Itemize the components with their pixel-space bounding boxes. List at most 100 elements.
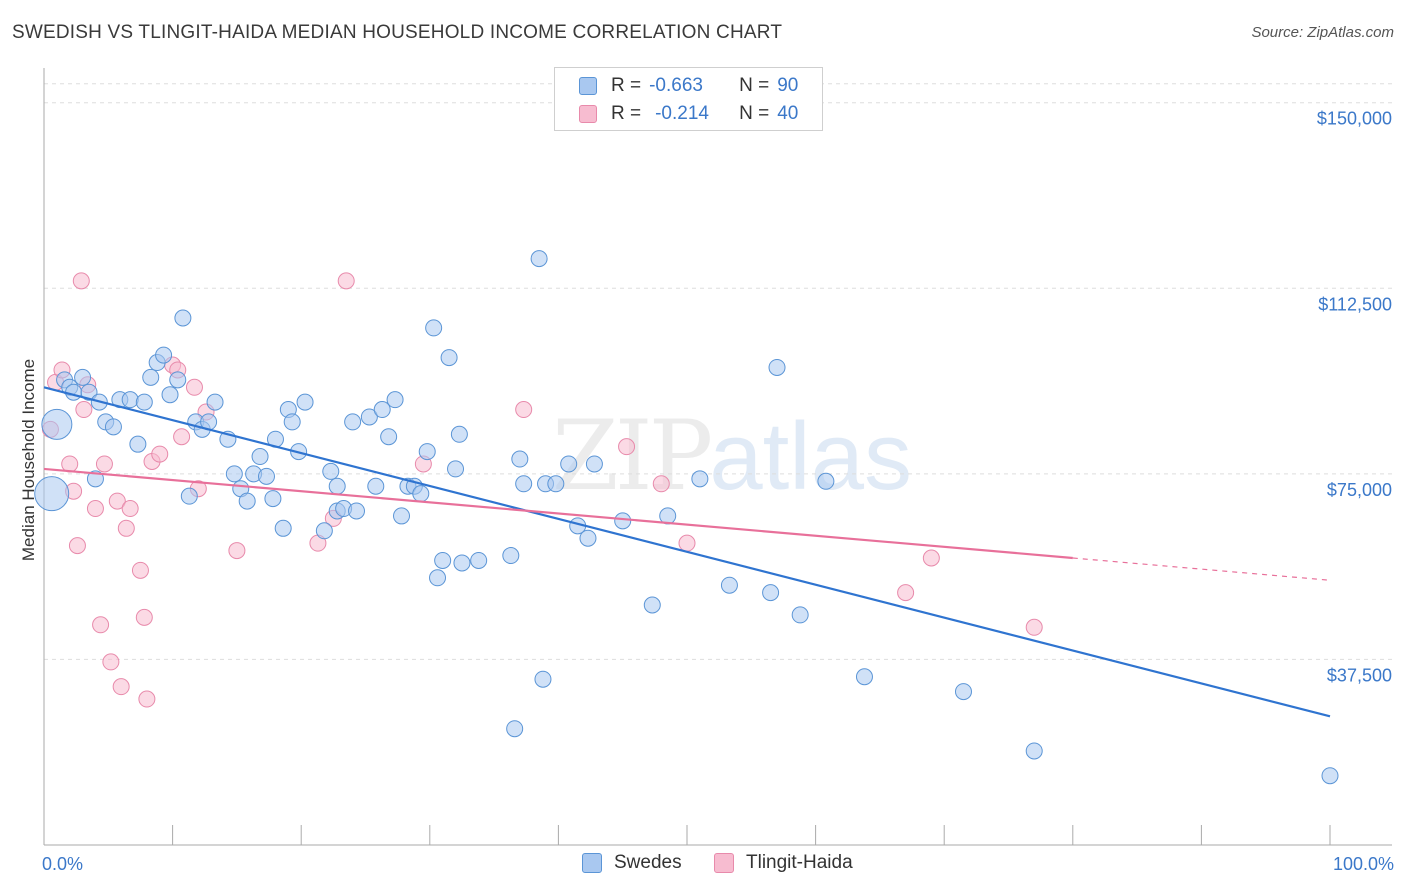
swedes-point (791, 606, 809, 624)
legend-item-swedes[interactable]: Swedes (582, 852, 682, 874)
tlingit-point (108, 492, 126, 510)
swedes-point (954, 683, 972, 701)
y-tick-label: $150,000 (1317, 109, 1392, 129)
y-tick-label: $37,500 (1327, 665, 1392, 685)
tlingit-point (95, 455, 113, 473)
source-label: Source: ZipAtlas.com (1251, 24, 1394, 41)
swedes-point (274, 519, 292, 537)
swedes-point (720, 576, 738, 594)
swedes-point (74, 368, 92, 386)
swedes-point (643, 596, 661, 614)
swedes-point (180, 487, 198, 505)
chart-title: SWEDISH VS TLINGIT-HAIDA MEDIAN HOUSEHOL… (12, 22, 783, 43)
swedes-point (585, 455, 603, 473)
tlingit-r-value: -0.214 (655, 103, 709, 124)
swedes-point (768, 358, 786, 376)
swedes-point (691, 470, 709, 488)
legend-item-tlingit[interactable]: Tlingit-Haida (714, 852, 853, 874)
tlingit-point (185, 378, 203, 396)
swedes-point (80, 383, 98, 401)
tlingit-point (138, 690, 156, 708)
swedes-point (225, 465, 243, 483)
tlingit-point (68, 537, 86, 555)
swedes-point (579, 529, 597, 547)
tlingit-point (173, 428, 191, 446)
tlingit-n-label: N = (739, 103, 770, 124)
swedes-point (315, 522, 333, 540)
swedes-point (344, 413, 362, 431)
tlingit-point (151, 445, 169, 463)
swedes-point (104, 418, 122, 436)
swedes-point (450, 425, 468, 443)
swedes-point (41, 408, 73, 440)
tick-labels: $37,500 $75,000 $112,500 $150,000 0.0% 100.0% (42, 109, 1394, 874)
swedes-point (367, 477, 385, 495)
tlingit-point (86, 500, 104, 518)
tlingit-point (102, 653, 120, 671)
swedes-point (322, 462, 340, 480)
swedes-point (283, 413, 301, 431)
swedes-point (502, 547, 520, 565)
series-legend: Swedes Tlingit-Haida (0, 852, 1406, 878)
swedes-point (380, 428, 398, 446)
swedes-n-value: 90 (777, 75, 799, 96)
trend-lines (43, 386, 1331, 718)
swedes-point (855, 668, 873, 686)
tlingit-point (228, 542, 246, 560)
swedes-point (1025, 742, 1043, 760)
swedes-points (34, 250, 1339, 785)
x-tick-label-max: 100.0% (1333, 854, 1394, 874)
swedes-point (296, 393, 314, 411)
swedes-point (470, 551, 488, 569)
swedes-point (429, 569, 447, 587)
swedes-point (264, 490, 282, 508)
tlingit-n-value: 40 (777, 103, 799, 124)
swedes-point (121, 391, 139, 409)
swedes-point (817, 472, 835, 490)
swedes-point (206, 393, 224, 411)
watermark-zip: ZIP (552, 400, 713, 512)
swedes-point (155, 346, 173, 364)
tlingit-point (1025, 618, 1043, 636)
tlingit-point (652, 475, 670, 493)
tlingit-point (337, 272, 355, 290)
swedes-point (135, 393, 153, 411)
tlingit-point (135, 608, 153, 626)
swedes-point (328, 477, 346, 495)
swedes-point (530, 250, 548, 268)
tlingit-point (131, 561, 149, 579)
tlingit-legend-swatch (714, 853, 734, 873)
swedes-point (142, 368, 160, 386)
swedes-point (534, 670, 552, 688)
tlingit-point (92, 616, 110, 634)
tlingit-swatch (579, 105, 597, 123)
tlingit-point (112, 678, 130, 696)
swedes-point (515, 475, 533, 493)
swedes-point (412, 485, 430, 503)
legend-row-swedes: R = -0.663 N = 90 (579, 74, 798, 98)
tlingit-legend-label: Tlingit-Haida (746, 852, 853, 873)
swedes-point (129, 435, 147, 453)
swedes-point (360, 408, 378, 426)
tlingit-trend-extension (1072, 557, 1331, 581)
swedes-point (257, 467, 275, 485)
tlingit-point (897, 584, 915, 602)
swedes-point (174, 309, 192, 327)
stats-legend: R = -0.663 N = 90 R = -0.214 N = 40 (554, 67, 823, 131)
y-tick-label: $112,500 (1318, 294, 1392, 314)
y-axis-label: Median Household Income (19, 359, 38, 561)
swedes-legend-label: Swedes (614, 852, 682, 873)
tlingit-point (515, 401, 533, 419)
x-tick-label-min: 0.0% (42, 854, 83, 874)
swedes-point (560, 455, 578, 473)
swedes-point (425, 319, 443, 337)
swedes-point (34, 476, 70, 512)
swedes-point (440, 349, 458, 367)
swedes-point (347, 502, 365, 520)
tlingit-r-label: R = (611, 103, 642, 124)
watermark: ZIPatlas (552, 400, 912, 512)
swedes-point (169, 371, 187, 389)
tlingit-point (117, 519, 135, 537)
swedes-point (418, 443, 436, 461)
